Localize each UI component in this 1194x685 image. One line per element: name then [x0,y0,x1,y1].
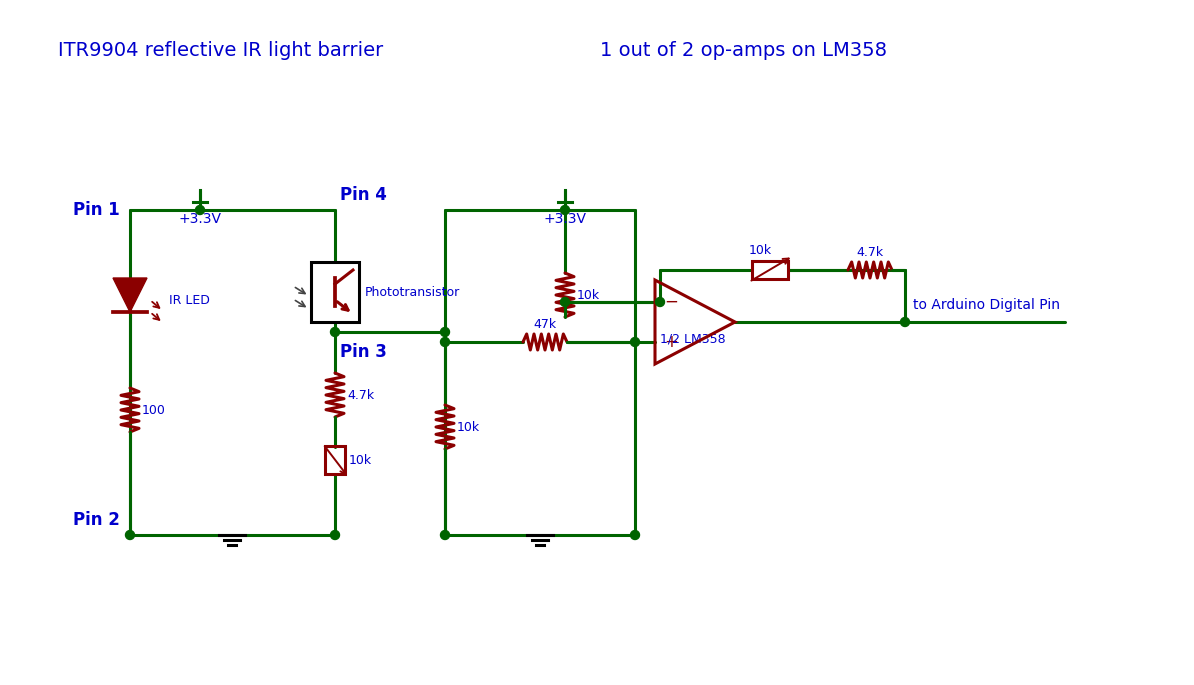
Bar [325,446,345,474]
Circle shape [125,530,135,540]
Text: 10k: 10k [349,453,373,466]
Bar [752,261,788,279]
Text: 4.7k: 4.7k [856,245,884,258]
Text: to Arduino Digital Pin: to Arduino Digital Pin [913,298,1060,312]
Text: 1/2 LM358: 1/2 LM358 [660,332,726,345]
Circle shape [656,297,665,306]
Text: 10k: 10k [457,421,480,434]
Text: 100: 100 [142,403,166,416]
Circle shape [441,530,449,540]
Circle shape [630,338,640,347]
Text: Pin 1: Pin 1 [73,201,121,219]
Text: 4.7k: 4.7k [347,388,374,401]
Circle shape [630,530,640,540]
Circle shape [441,338,449,347]
Text: 10k: 10k [749,243,771,256]
Circle shape [900,318,910,327]
Text: −: − [664,293,678,311]
Circle shape [441,327,449,336]
Circle shape [331,530,339,540]
Text: +3.3V: +3.3V [543,212,586,226]
Text: 47k: 47k [534,318,556,330]
Text: Pin 3: Pin 3 [340,343,387,361]
Circle shape [196,206,204,214]
Circle shape [560,206,570,214]
Polygon shape [113,278,147,312]
Text: +3.3V: +3.3V [178,212,222,226]
Text: IR LED: IR LED [170,293,210,306]
Text: 10k: 10k [577,288,601,301]
Bar [310,262,359,322]
Circle shape [560,297,570,306]
Text: Pin 2: Pin 2 [73,511,121,529]
Text: Phototransistor: Phototransistor [365,286,460,299]
Text: ITR9904 reflective IR light barrier: ITR9904 reflective IR light barrier [59,40,383,60]
Text: Pin 4: Pin 4 [340,186,387,204]
Text: +: + [664,333,678,351]
Circle shape [331,327,339,336]
Text: 1 out of 2 op-amps on LM358: 1 out of 2 op-amps on LM358 [601,40,887,60]
